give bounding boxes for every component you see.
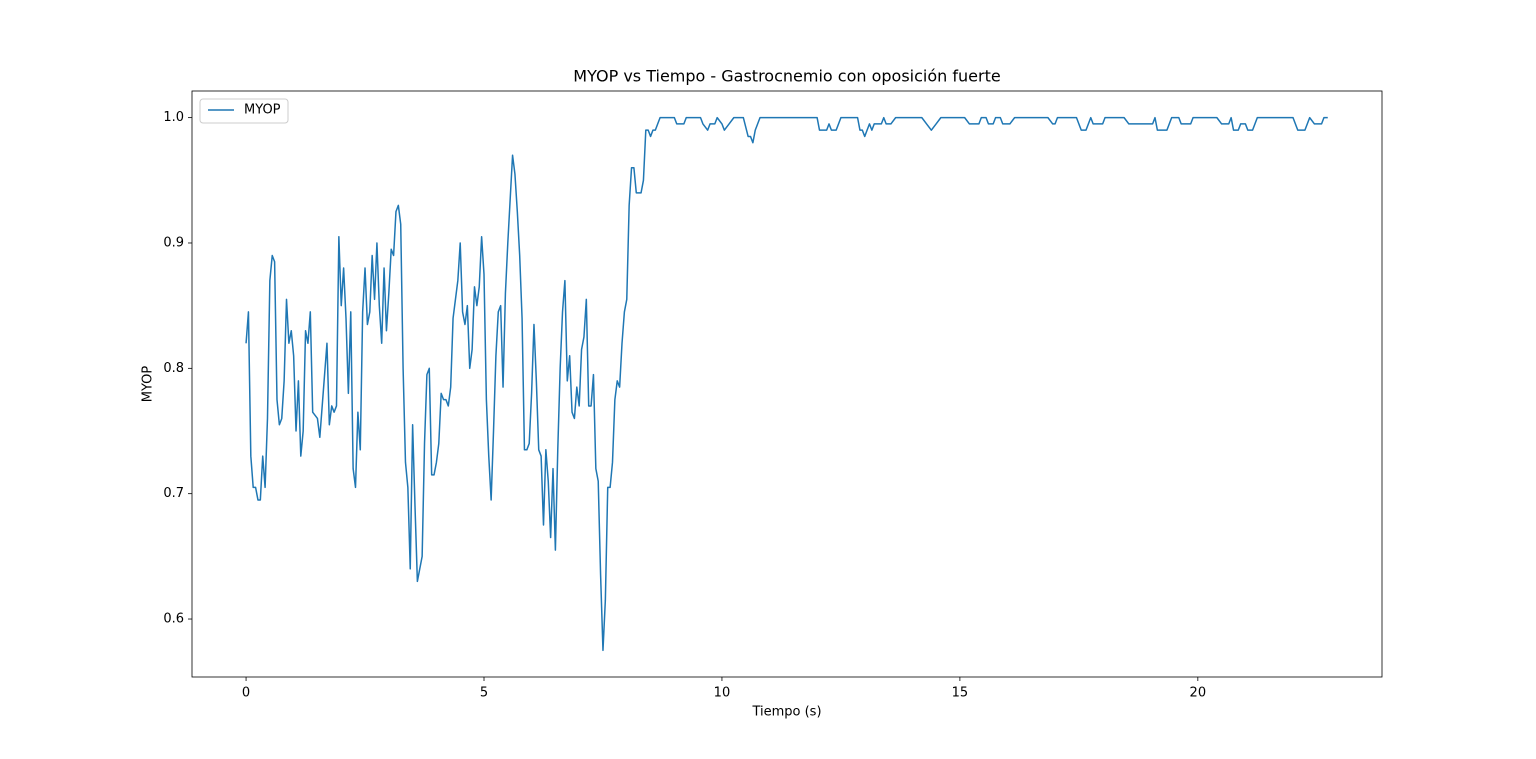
y-tick-label: 0.9 bbox=[163, 235, 184, 250]
x-tick-label: 0 bbox=[242, 686, 250, 701]
y-tick-label: 0.8 bbox=[163, 361, 184, 376]
y-axis-label: MYOP bbox=[141, 366, 156, 403]
x-tick-label: 10 bbox=[714, 686, 731, 701]
x-tick-label: 15 bbox=[952, 686, 969, 701]
y-tick-label: 1.0 bbox=[163, 110, 184, 125]
x-axis-label: Tiempo (s) bbox=[751, 705, 821, 720]
plot-frame bbox=[191, 90, 1383, 678]
legend-label: MYOP bbox=[244, 103, 281, 118]
data-line bbox=[245, 116, 1328, 652]
x-tick-label: 20 bbox=[1190, 686, 1207, 701]
legend-box bbox=[199, 98, 289, 124]
y-tick-label: 0.7 bbox=[163, 486, 184, 501]
x-tick-label: 5 bbox=[480, 686, 488, 701]
y-tick-label: 0.6 bbox=[163, 612, 184, 627]
chart-title: MYOP vs Tiempo - Gastrocnemio con oposic… bbox=[573, 67, 1000, 86]
